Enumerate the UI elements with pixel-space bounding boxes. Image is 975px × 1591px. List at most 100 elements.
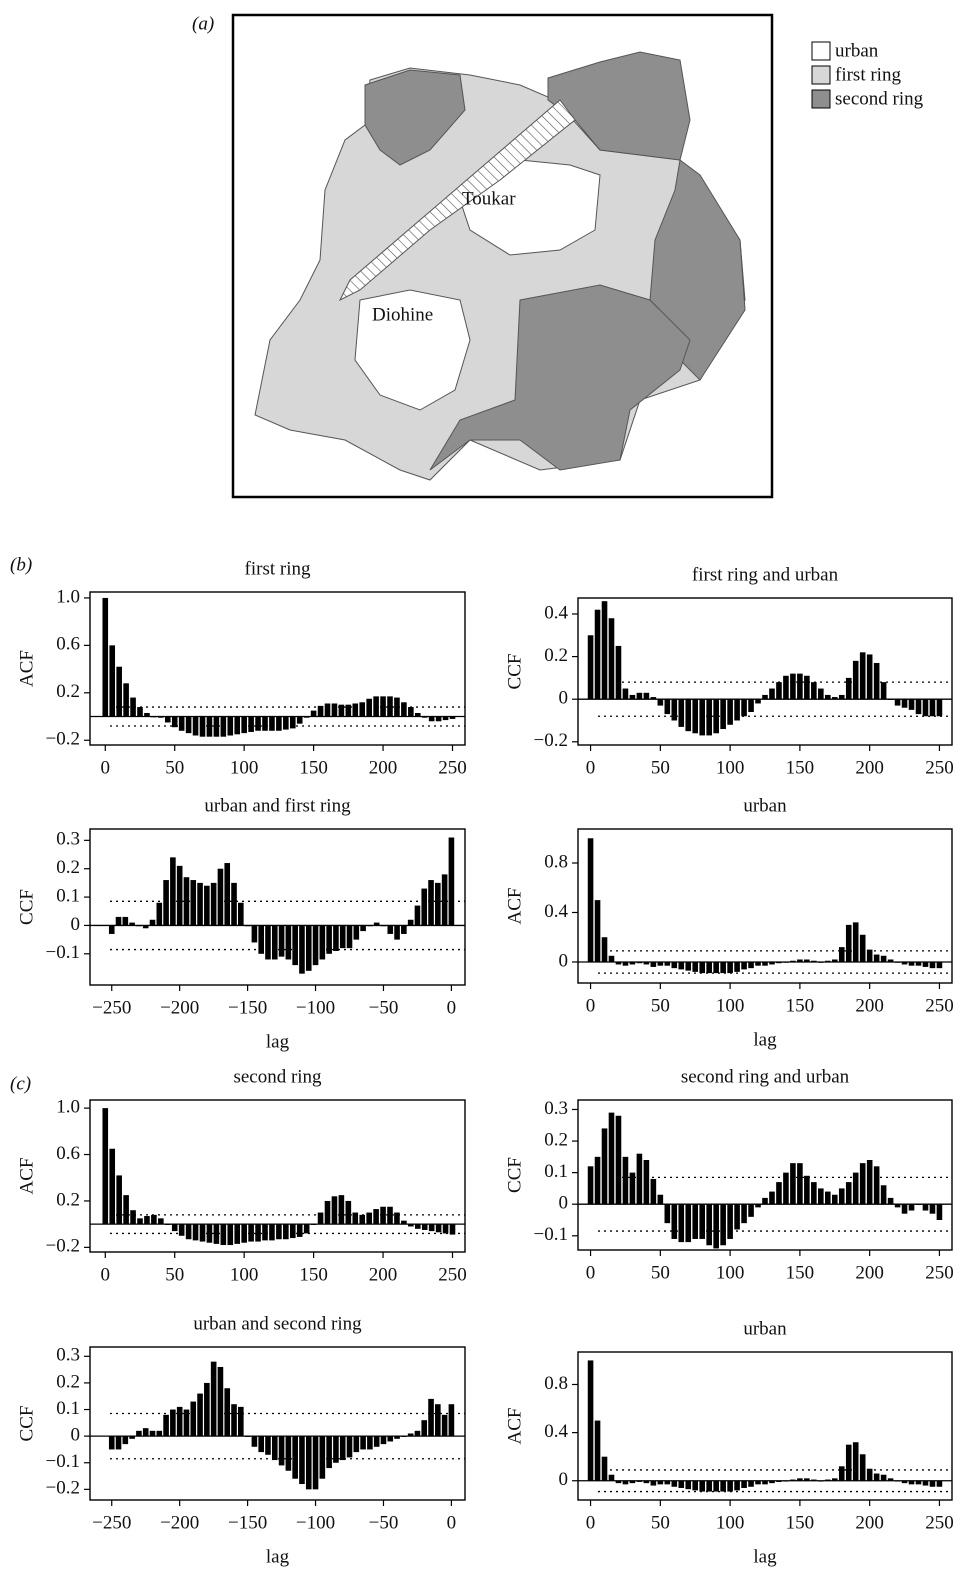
bar: [699, 961, 706, 974]
bar: [818, 1188, 824, 1205]
bar: [122, 916, 129, 926]
bar: [838, 947, 845, 962]
x-tick-label: 100: [716, 1262, 745, 1283]
bar: [238, 902, 244, 926]
bar: [901, 1480, 908, 1484]
bar: [352, 703, 359, 717]
bar: [929, 961, 936, 969]
x-tick-label: 250: [925, 1262, 954, 1283]
bar: [936, 699, 943, 717]
bar: [176, 865, 183, 926]
bar: [435, 1404, 441, 1437]
bar: [720, 1480, 726, 1492]
y-tick-label: −0.2: [46, 1236, 80, 1257]
x-tick-label: 100: [230, 1264, 259, 1285]
bar: [804, 1478, 810, 1481]
bar: [407, 919, 414, 926]
y-axis-label: CCF: [504, 654, 525, 690]
bar: [664, 1480, 671, 1485]
bar: [866, 1468, 873, 1481]
bar: [908, 699, 915, 710]
bar: [671, 1480, 678, 1487]
bar: [449, 1224, 456, 1235]
bar: [115, 916, 122, 926]
bar: [204, 1382, 210, 1437]
bar: [421, 888, 428, 926]
bar: [109, 645, 116, 717]
bar: [811, 682, 817, 700]
x-tick-label: 250: [925, 1512, 954, 1533]
bar: [790, 673, 796, 700]
bar: [345, 1200, 352, 1225]
bar: [151, 1214, 157, 1225]
bar: [608, 1112, 615, 1205]
x-tick-label: 150: [299, 1264, 328, 1285]
x-axis-label: lag: [266, 1546, 290, 1567]
bar: [699, 1480, 706, 1492]
bar: [183, 1409, 190, 1437]
bar: [615, 1480, 622, 1484]
bar: [692, 1204, 699, 1239]
chart-title: second ring and urban: [681, 1066, 850, 1087]
bar: [713, 699, 719, 734]
plot-frame: [577, 1351, 953, 1501]
bar: [276, 716, 282, 731]
bar: [292, 925, 298, 966]
bar: [269, 1224, 275, 1241]
bar: [428, 716, 435, 722]
bar: [720, 1204, 726, 1246]
bar: [331, 1196, 338, 1225]
x-tick-label: −50: [369, 997, 399, 1018]
bar: [387, 1206, 393, 1225]
x-tick-label: 50: [651, 757, 670, 778]
bar: [915, 1480, 922, 1485]
bar: [197, 882, 203, 926]
y-tick-label: 0: [559, 688, 569, 709]
bar: [220, 716, 227, 737]
bar: [338, 704, 345, 717]
plot-frame: [577, 597, 953, 746]
y-tick-label: 0: [71, 914, 81, 935]
bar: [748, 1204, 754, 1217]
bar: [317, 705, 324, 717]
bar: [285, 1436, 292, 1471]
bar: [594, 609, 601, 700]
x-tick-label: 50: [165, 1264, 184, 1285]
bar: [296, 1224, 303, 1237]
bar: [171, 716, 178, 728]
chart-title: urban: [743, 795, 787, 816]
x-tick-label: −150: [228, 997, 267, 1018]
bar: [255, 1224, 261, 1242]
bar: [251, 1436, 258, 1447]
bar: [894, 1204, 901, 1208]
bar: [657, 1194, 664, 1205]
bar: [265, 925, 271, 960]
bar: [762, 694, 768, 700]
bar: [894, 699, 901, 706]
bar: [248, 1224, 254, 1242]
bar: [706, 1480, 712, 1492]
bar: [299, 1436, 305, 1485]
panel-label: (b): [10, 554, 32, 575]
bar: [142, 1428, 149, 1437]
bar: [818, 688, 824, 700]
y-tick-label: 0.1: [544, 1161, 568, 1182]
bar: [622, 961, 629, 966]
bar: [587, 1360, 594, 1481]
bar: [936, 1480, 943, 1487]
bar: [797, 959, 803, 962]
bar: [408, 1224, 414, 1227]
y-tick-label: −0.1: [534, 1224, 568, 1245]
x-tick-label: 0: [586, 757, 596, 778]
legend-label: first ring: [835, 64, 901, 85]
bar: [845, 1182, 852, 1205]
bar: [908, 1480, 915, 1485]
bar: [346, 925, 353, 949]
bar: [615, 1115, 622, 1205]
bar: [258, 925, 264, 954]
bar: [880, 1474, 887, 1481]
bar: [873, 662, 880, 700]
bar: [929, 699, 936, 717]
bar: [387, 925, 394, 934]
